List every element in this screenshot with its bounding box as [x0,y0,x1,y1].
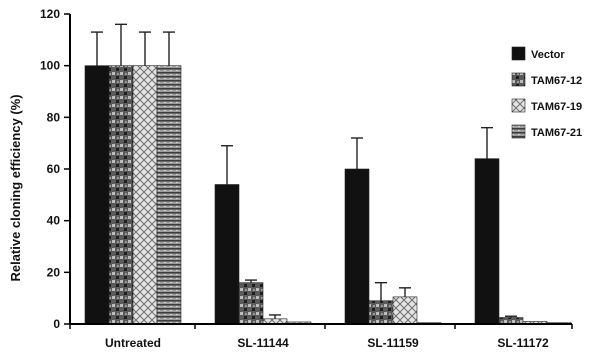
legend-swatch-tam67-12 [511,72,526,87]
y-tick-label-100: 100 [40,59,60,73]
x-tick-label-sl-11159: SL-11159 [367,336,419,350]
bar-vector-sl-11172 [474,158,500,325]
legend-swatch-tam67-21 [511,124,526,139]
bar-vector-sl-11144 [214,184,240,325]
legend-label-vector: Vector [531,49,565,61]
x-axis: Untreated SL-11144 SL-11159 SL-11172 [69,323,573,350]
bar-tam67-19-sl-11159 [392,296,418,325]
y-tick-label-80: 80 [47,110,61,124]
legend-swatch-tam67-19 [511,98,526,113]
legend-label-tam67-19: TAM67-19 [531,101,582,113]
bar-tam67-12-sl-11159 [368,300,394,325]
bar-tam67-12-sl-11144 [238,282,264,325]
bar-tam67-21-untreated [156,65,182,325]
legend: Vector TAM67-12 TAM67-19 TAM67-21 [511,46,582,139]
bar-vector-sl-11159 [344,168,370,325]
y-tick-label-60: 60 [47,162,61,176]
x-tick-label-sl-11172: SL-11172 [497,336,549,350]
legend-label-tam67-12: TAM67-12 [531,75,582,87]
y-tick-label-0: 0 [53,317,60,331]
bar-tam67-19-untreated [132,65,158,325]
bar-tam67-12-untreated [108,65,134,325]
y-tick-label-20: 20 [47,265,61,279]
y-tick-label-120: 120 [40,7,60,21]
bar-vector-untreated [84,65,110,325]
legend-swatch-vector [511,46,526,61]
legend-label-tam67-21: TAM67-21 [531,127,582,139]
y-axis-title: Relative cloning efficiency (%) [8,94,23,281]
x-tick-label-sl-11144: SL-11144 [237,336,289,350]
y-axis: 0 20 40 60 80 100 120 [40,7,71,331]
y-tick-label-40: 40 [47,214,61,228]
x-tick-label-untreated: Untreated [105,336,161,350]
plot-area [84,23,572,325]
